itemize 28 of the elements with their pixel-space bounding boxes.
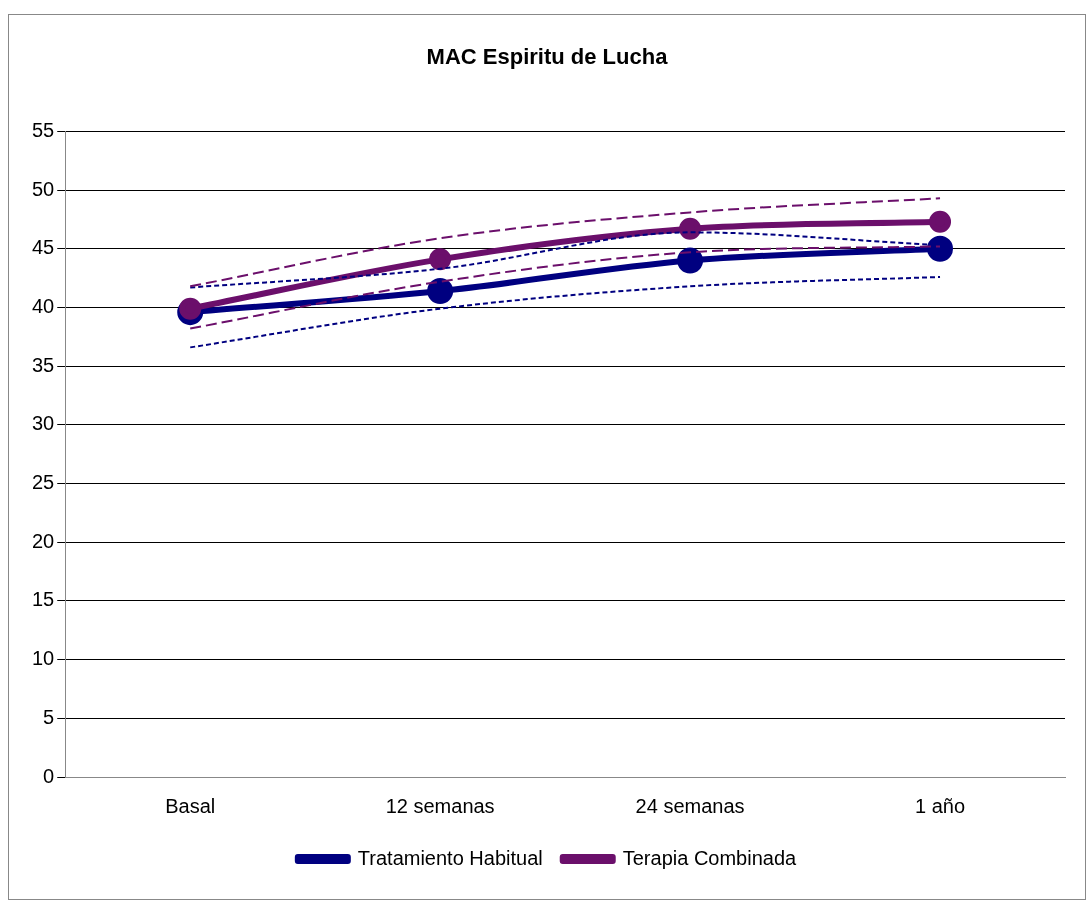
y-tick-label: 20	[32, 529, 55, 552]
point	[927, 235, 954, 262]
y-tick-label: 5	[43, 705, 55, 728]
y-tick-label: 10	[32, 647, 55, 670]
y-tick-label: 0	[43, 764, 55, 787]
legend-label: Terapia Combinada	[622, 846, 798, 869]
y-tick-label: 30	[32, 412, 55, 435]
y-tick-label: 50	[32, 177, 55, 200]
y-tick-label: 55	[32, 118, 55, 141]
point	[427, 278, 454, 305]
point	[179, 297, 202, 320]
x-tick-label: 24 semanas	[635, 794, 745, 817]
x-tick-label: Basal	[165, 794, 216, 817]
point	[929, 210, 952, 233]
point	[429, 248, 452, 271]
point	[679, 217, 702, 240]
chart-title: MAC Espiritu de Lucha	[426, 44, 669, 70]
y-tick-label: 15	[32, 588, 55, 611]
y-tick-label: 45	[32, 236, 55, 259]
y-tick-label: 35	[32, 353, 55, 376]
line-series	[189, 197, 942, 288]
x-tick-label: 12 semanas	[385, 794, 495, 817]
x-tick-label: 1 año	[915, 794, 966, 817]
point	[677, 247, 704, 274]
line-series	[189, 275, 942, 349]
y-tick-label: 25	[32, 471, 55, 494]
y-tick-label: 40	[32, 294, 55, 317]
legend-label: Tratamiento Habitual	[357, 846, 543, 869]
